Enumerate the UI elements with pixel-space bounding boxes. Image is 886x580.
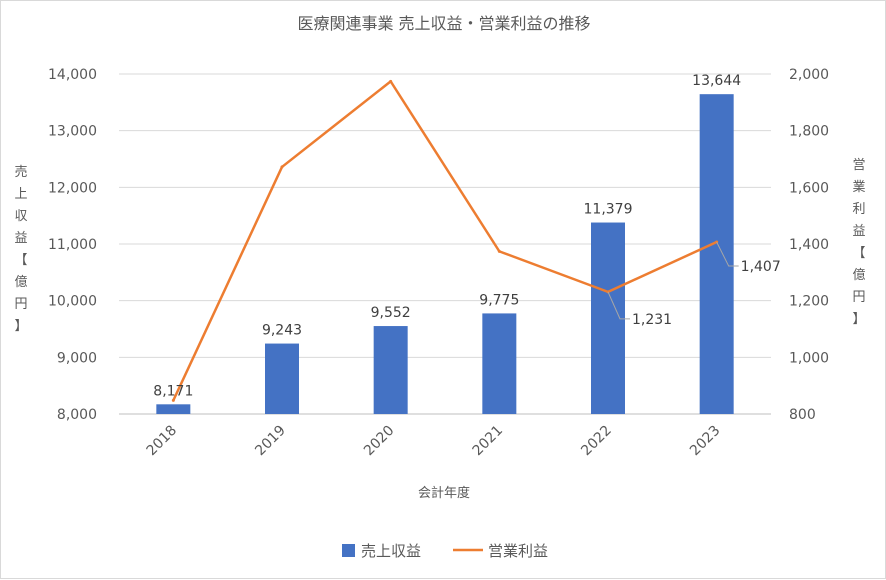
- right-axis-title: 営業利益【億円】: [852, 158, 865, 327]
- left-tick-label: 13,000: [48, 124, 97, 140]
- right-axis-title-char: 利: [852, 202, 865, 217]
- line-point-2019: [280, 165, 284, 169]
- left-axis-title-char: 億: [14, 274, 27, 290]
- right-tick-label: 1,600: [789, 180, 829, 196]
- legend-swatch-revenue: [342, 544, 355, 557]
- x-axis-title: 会計年度: [418, 485, 470, 501]
- data-labels: 8,171 9,243 9,552 9,775 11,379 13,644 1,231 1,4…: [153, 73, 780, 399]
- left-axis: 8,000 9,000 10,000 11,000 12,000 13,000 14,000: [48, 67, 97, 423]
- x-tick-label: 2021: [470, 423, 507, 460]
- x-tick-label: 2023: [687, 423, 724, 460]
- line-point-2020: [389, 79, 393, 83]
- bar-value-label: 11,379: [584, 202, 633, 218]
- bar-2023: [699, 94, 734, 414]
- line-point-2018: [171, 398, 175, 402]
- left-axis-title-char: 益: [14, 231, 27, 246]
- bar-value-label: 9,243: [262, 323, 302, 339]
- left-axis-title-char: 】: [14, 319, 27, 334]
- right-tick-label: 2,000: [789, 67, 829, 83]
- bar-2018: [156, 404, 191, 414]
- left-tick-label: 12,000: [48, 180, 97, 196]
- line-value-label: 1,231: [632, 312, 672, 328]
- right-axis-title-char: 】: [852, 312, 865, 327]
- right-axis-title-char: 億: [852, 267, 865, 283]
- x-tick-label: 2022: [578, 423, 615, 460]
- left-tick-label: 9,000: [57, 350, 97, 366]
- left-tick-label: 14,000: [48, 67, 97, 83]
- line-value-label: 1,407: [741, 259, 781, 275]
- right-tick-label: 800: [789, 407, 816, 423]
- right-tick-label: 1,800: [789, 124, 829, 140]
- right-tick-label: 1,400: [789, 237, 829, 253]
- x-tick-label: 2020: [361, 423, 398, 460]
- x-tick-label: 2019: [252, 423, 289, 460]
- right-axis: 800 1,000 1,200 1,400 1,600 1,800 2,000: [789, 67, 829, 423]
- left-tick-label: 10,000: [48, 294, 97, 310]
- right-tick-label: 1,200: [789, 294, 829, 310]
- line-series-operating-profit: [171, 79, 719, 402]
- right-axis-title-char: 円: [852, 290, 865, 305]
- bar-2019: [265, 343, 299, 414]
- left-axis-title-char: 収: [14, 209, 27, 224]
- bar-2021: [482, 313, 517, 414]
- right-axis-title-char: 業: [852, 179, 865, 195]
- x-axis: 2018 2019 2020 2021 2022 2023: [144, 423, 724, 460]
- right-axis-title-char: 益: [852, 224, 865, 239]
- chart-title: 医療関連事業 売上収益・営業利益の推移: [297, 14, 590, 33]
- right-axis-title-char: 営: [852, 158, 865, 173]
- operating-profit-line: [172, 80, 718, 401]
- left-axis-title-char: 【: [14, 253, 27, 268]
- bar-2020: [373, 326, 408, 414]
- legend-label-operating-profit: 営業利益: [488, 542, 548, 560]
- left-axis-title: 売上収益【億円】: [14, 164, 27, 334]
- x-tick-label: 2018: [144, 423, 181, 460]
- left-axis-title-char: 売: [14, 164, 27, 180]
- line-point-2021: [497, 249, 501, 253]
- callout-leader: [607, 291, 630, 320]
- right-axis-title-char: 【: [852, 246, 865, 261]
- bar-value-label: 9,552: [371, 305, 411, 321]
- legend-label-revenue: 売上収益: [361, 542, 421, 560]
- bar-value-label: 13,644: [692, 73, 741, 89]
- left-axis-title-char: 円: [14, 297, 27, 312]
- callout-leader: [716, 241, 739, 267]
- bar-value-label: 9,775: [479, 292, 519, 308]
- left-tick-label: 8,000: [57, 407, 97, 423]
- gridlines: [119, 73, 771, 415]
- bar-value-label: 8,171: [153, 383, 193, 399]
- bar-series-revenue: [156, 94, 734, 414]
- right-tick-label: 1,000: [789, 350, 829, 366]
- legend: 売上収益 営業利益: [342, 542, 548, 560]
- left-tick-label: 11,000: [48, 237, 97, 253]
- left-axis-title-char: 上: [14, 187, 27, 202]
